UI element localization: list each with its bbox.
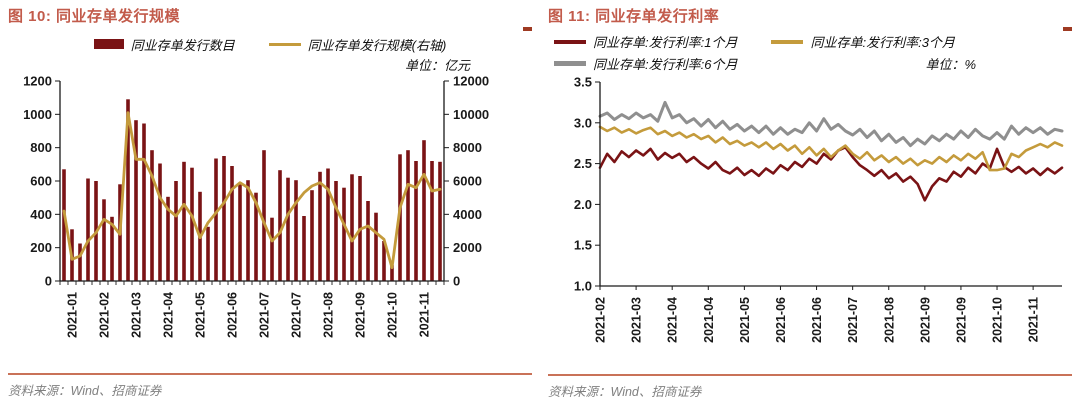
figure-11-legend-row-1: 同业存单:发行利率:1个月 同业存单:发行利率:3个月 <box>548 33 1072 50</box>
svg-text:8000: 8000 <box>453 140 482 155</box>
svg-text:2021-03: 2021-03 <box>630 297 644 343</box>
legend-item-issue-scale: 同业存单发行规模(右轴) <box>268 35 447 54</box>
legend-label: 同业存单:发行利率:3个月 <box>810 35 955 50</box>
figure-10-panel: 图 10: 同业存单发行规模 同业存单发行数目 同业存单发行规模(右轴) 单位：… <box>8 8 532 399</box>
legend-item-rate-6m: 同业存单:发行利率:6个月 <box>554 54 737 73</box>
figure-11-chart-svg: 1.0 1.5 2.0 2.5 3.0 3.5 2021-02 2021-03 2021-04 2… <box>574 75 1064 343</box>
svg-text:2021-02: 2021-02 <box>98 292 112 338</box>
svg-text:2021-11: 2021-11 <box>418 292 432 337</box>
figure-11-source: 资料来源：Wind、招商证券 <box>548 374 1072 400</box>
legend-item-rate-1m: 同业存单:发行利率:1个月 <box>554 32 737 51</box>
legend-label: 同业存单:发行利率:1个月 <box>593 35 738 50</box>
figure-11-panel: 图 11: 同业存单发行利率 同业存单:发行利率:1个月 同业存单:发行利率:3… <box>540 0 1080 405</box>
svg-text:1000: 1000 <box>23 107 52 122</box>
line-swatch-icon <box>554 39 586 44</box>
svg-text:2021-09: 2021-09 <box>918 297 932 343</box>
svg-text:3.5: 3.5 <box>574 75 592 90</box>
line-swatch-icon <box>771 39 804 44</box>
svg-text:1.5: 1.5 <box>574 238 592 253</box>
figure-11-title: 图 11: 同业存单发行利率 <box>548 8 720 25</box>
svg-text:2021-09: 2021-09 <box>954 297 968 343</box>
figure-10-chart: 0 200 400 600 800 1000 1200 0 2000 4000 6000 8000 10… <box>8 73 532 373</box>
svg-text:2021-05: 2021-05 <box>738 297 752 343</box>
svg-text:2021-07: 2021-07 <box>258 292 272 338</box>
figure-11-chart: 1.0 1.5 2.0 2.5 3.0 3.5 2021-02 2021-03 2021-04 2… <box>548 74 1072 374</box>
legend-label: 同业存单发行规模(右轴) <box>307 37 447 53</box>
svg-text:2021-02: 2021-02 <box>594 297 608 343</box>
svg-text:600: 600 <box>30 174 52 189</box>
figure-11-unit-label: 单位：% <box>925 57 976 72</box>
svg-text:3.0: 3.0 <box>574 115 592 130</box>
svg-text:800: 800 <box>30 140 52 155</box>
figure-10-source: 资料来源：Wind、招商证券 <box>8 373 532 399</box>
figure-10-unit-label: 单位：亿元 <box>404 58 470 73</box>
svg-text:1200: 1200 <box>23 74 52 89</box>
svg-text:400: 400 <box>30 207 52 222</box>
figure-10-chart-svg: 0200400600800100012000200040006000800010… <box>23 74 489 338</box>
line-swatch-icon <box>268 42 301 46</box>
svg-text:6000: 6000 <box>453 174 482 189</box>
svg-text:2021-09: 2021-09 <box>354 292 368 338</box>
legend-item-rate-3m: 同业存单:发行利率:3个月 <box>771 32 955 51</box>
svg-text:12000: 12000 <box>453 74 489 89</box>
figure-10-legend: 同业存单发行数目 同业存单发行规模(右轴) <box>8 35 532 54</box>
svg-text:2021-07: 2021-07 <box>846 297 860 343</box>
svg-text:2021-03: 2021-03 <box>130 292 144 338</box>
svg-text:2021-06: 2021-06 <box>774 297 788 343</box>
svg-text:2021-08: 2021-08 <box>322 292 336 338</box>
svg-text:2021-10: 2021-10 <box>991 297 1005 343</box>
svg-text:2.0: 2.0 <box>574 197 592 212</box>
svg-text:2021-06: 2021-06 <box>810 297 824 343</box>
legend-label: 同业存单:发行利率:6个月 <box>593 57 738 72</box>
svg-text:200: 200 <box>30 240 52 255</box>
svg-text:0: 0 <box>453 274 460 289</box>
svg-text:0: 0 <box>45 274 52 289</box>
svg-text:2021-06: 2021-06 <box>226 292 240 338</box>
figure-10-title: 图 10: 同业存单发行规模 <box>8 8 181 25</box>
svg-text:2021-07: 2021-07 <box>290 292 304 338</box>
svg-text:4000: 4000 <box>453 207 482 222</box>
legend-label: 同业存单发行数目 <box>130 37 235 53</box>
bar-swatch-icon <box>93 39 124 49</box>
svg-text:2021-01: 2021-01 <box>66 292 80 338</box>
svg-text:2021-10: 2021-10 <box>386 292 400 338</box>
svg-text:2000: 2000 <box>453 240 482 255</box>
svg-text:10000: 10000 <box>453 107 489 122</box>
line-swatch-icon <box>554 61 586 66</box>
figure-11-legend-row-2: 同业存单:发行利率:6个月 单位：% <box>548 55 1072 72</box>
svg-text:2.5: 2.5 <box>574 156 592 171</box>
svg-text:2021-08: 2021-08 <box>882 297 896 343</box>
svg-text:2021-04: 2021-04 <box>666 297 680 343</box>
svg-text:2021-05: 2021-05 <box>194 292 208 338</box>
svg-text:1.0: 1.0 <box>574 279 592 294</box>
svg-text:2021-04: 2021-04 <box>162 292 176 338</box>
legend-item-issue-count: 同业存单发行数目 <box>93 35 235 54</box>
svg-text:2021-11: 2021-11 <box>1027 297 1041 342</box>
svg-text:2021-04: 2021-04 <box>702 297 716 343</box>
